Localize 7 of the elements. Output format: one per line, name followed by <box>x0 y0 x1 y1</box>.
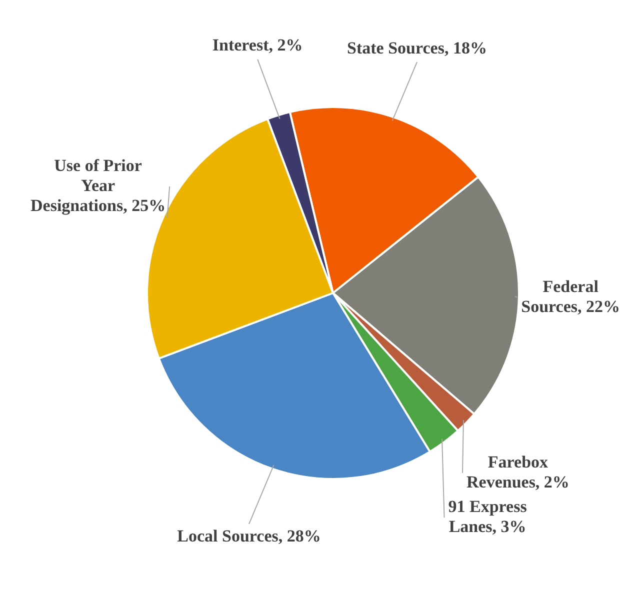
slice-label: Use of Prior Year Designations, 25% <box>30 156 166 215</box>
slice-label: 91 Express Lanes, 3% <box>448 496 528 536</box>
slice-label: State Sources, 18% <box>347 38 487 58</box>
slice-label: Federal Sources, 22% <box>521 276 620 316</box>
slice-label: Local Sources, 28% <box>177 526 321 546</box>
slice-label: Interest, 2% <box>212 36 303 55</box>
slice-label: Farebox Revenues, 2% <box>466 452 570 492</box>
